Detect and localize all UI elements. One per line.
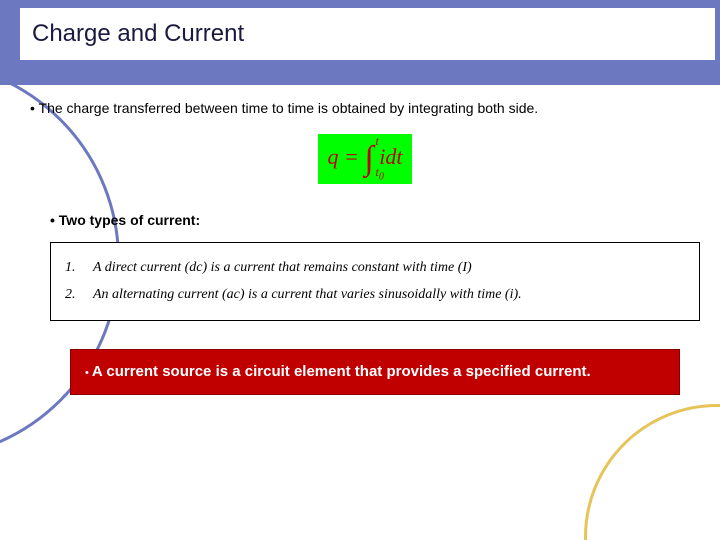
item-text: An alternating current (ac) is a current… [93, 282, 522, 309]
formula-container: q = ∫ t t0 idt [30, 134, 700, 184]
callout-text: A current source is a circuit element th… [92, 363, 591, 380]
slide: Charge and Current • The charge transfer… [0, 0, 720, 540]
types-heading: • Two types of current: [50, 212, 700, 228]
corner-decoration [550, 370, 720, 540]
list-item: 1. A direct current (dc) is a current th… [65, 255, 685, 282]
item-number: 1. [65, 255, 83, 282]
callout-box: • A current source is a circuit element … [70, 349, 680, 395]
item-text: A direct current (dc) is a current that … [93, 255, 472, 282]
slide-title: Charge and Current [32, 20, 244, 48]
intro-bullet: • The charge transferred between time to… [30, 100, 700, 116]
types-heading-text: Two types of current: [59, 212, 200, 228]
content-area: • The charge transferred between time to… [30, 100, 700, 395]
formula-lhs: q [328, 144, 339, 169]
list-item: 2. An alternating current (ac) is a curr… [65, 282, 685, 309]
integral-lower: t0 [376, 165, 384, 182]
title-box: Charge and Current [20, 8, 715, 60]
formula-box: q = ∫ t t0 idt [318, 134, 413, 184]
integral-sign: ∫ [364, 140, 373, 177]
integral-upper: t [376, 134, 379, 149]
item-number: 2. [65, 282, 83, 309]
formula-eq: = [344, 144, 359, 169]
intro-text: The charge transferred between time to t… [39, 100, 539, 116]
current-types-box: 1. A direct current (dc) is a current th… [50, 242, 700, 321]
callout-bullet: • [85, 367, 92, 379]
